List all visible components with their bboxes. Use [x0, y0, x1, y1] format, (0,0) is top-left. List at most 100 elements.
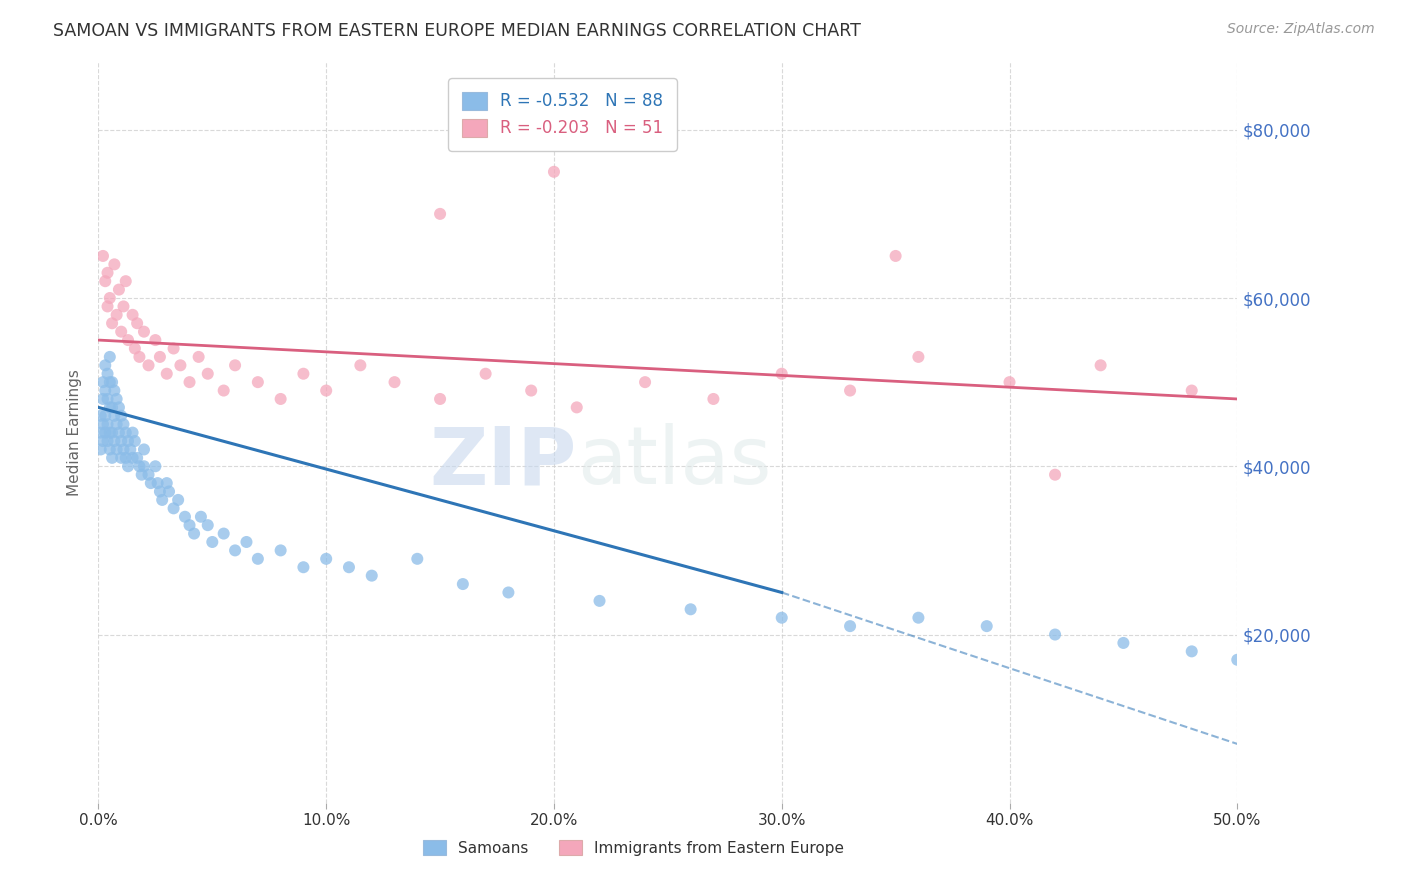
Point — [1043, 627, 1066, 641]
Point — [1181, 384, 1204, 398]
Point — [150, 492, 173, 507]
Point — [121, 425, 143, 440]
Point — [103, 434, 125, 448]
Point — [101, 401, 124, 415]
Point — [839, 384, 862, 398]
Point — [212, 526, 235, 541]
Text: ZIP: ZIP — [429, 423, 576, 501]
Point — [96, 266, 118, 280]
Point — [976, 619, 998, 633]
Point — [94, 274, 117, 288]
Point — [110, 450, 132, 465]
Point — [108, 425, 131, 440]
Point — [212, 384, 235, 398]
Point — [120, 442, 142, 457]
Point — [146, 476, 169, 491]
Point — [127, 316, 149, 330]
Point — [139, 476, 162, 491]
Point — [246, 551, 269, 566]
Point — [451, 577, 474, 591]
Point — [114, 425, 136, 440]
Point — [162, 501, 184, 516]
Point — [98, 375, 121, 389]
Point — [101, 450, 124, 465]
Point — [429, 392, 451, 406]
Point — [103, 409, 125, 423]
Point — [292, 560, 315, 574]
Point — [98, 291, 121, 305]
Text: SAMOAN VS IMMIGRANTS FROM EASTERN EUROPE MEDIAN EARNINGS CORRELATION CHART: SAMOAN VS IMMIGRANTS FROM EASTERN EUROPE… — [53, 22, 862, 40]
Point — [98, 425, 121, 440]
Point — [108, 401, 131, 415]
Point — [110, 325, 132, 339]
Legend: Samoans, Immigrants from Eastern Europe: Samoans, Immigrants from Eastern Europe — [418, 834, 851, 862]
Point — [190, 509, 212, 524]
Point — [91, 434, 114, 448]
Point — [224, 543, 246, 558]
Point — [349, 359, 371, 373]
Point — [94, 425, 117, 440]
Point — [384, 375, 406, 389]
Point — [90, 442, 112, 457]
Point — [197, 367, 219, 381]
Point — [145, 459, 167, 474]
Point — [101, 316, 124, 330]
Point — [132, 459, 155, 474]
Point — [105, 442, 128, 457]
Point — [315, 551, 337, 566]
Point — [270, 392, 292, 406]
Point — [770, 367, 793, 381]
Point — [114, 274, 136, 288]
Point — [112, 300, 135, 314]
Point — [474, 367, 496, 381]
Point — [169, 359, 191, 373]
Point — [179, 518, 201, 533]
Point — [157, 484, 180, 499]
Point — [884, 249, 907, 263]
Point — [292, 367, 315, 381]
Point — [1226, 653, 1249, 667]
Point — [121, 450, 143, 465]
Point — [174, 509, 197, 524]
Point — [114, 450, 136, 465]
Point — [907, 350, 929, 364]
Point — [1043, 467, 1066, 482]
Point — [98, 442, 121, 457]
Point — [103, 384, 125, 398]
Point — [520, 384, 543, 398]
Point — [108, 283, 131, 297]
Point — [98, 350, 121, 364]
Point — [167, 492, 190, 507]
Point — [702, 392, 724, 406]
Point — [94, 359, 117, 373]
Point — [101, 375, 124, 389]
Point — [110, 409, 132, 423]
Point — [246, 375, 269, 389]
Y-axis label: Median Earnings: Median Earnings — [67, 369, 83, 496]
Point — [197, 518, 219, 533]
Point — [96, 300, 118, 314]
Point — [998, 375, 1021, 389]
Point — [127, 450, 149, 465]
Point — [117, 333, 139, 347]
Point — [1112, 636, 1135, 650]
Point — [179, 375, 201, 389]
Point — [105, 417, 128, 432]
Point — [138, 359, 160, 373]
Point — [91, 249, 114, 263]
Point — [96, 417, 118, 432]
Point — [907, 610, 929, 624]
Text: Source: ZipAtlas.com: Source: ZipAtlas.com — [1227, 22, 1375, 37]
Point — [101, 425, 124, 440]
Point — [96, 367, 118, 381]
Point — [543, 165, 565, 179]
Point — [337, 560, 360, 574]
Point — [839, 619, 862, 633]
Point — [315, 384, 337, 398]
Point — [103, 257, 125, 271]
Point — [117, 459, 139, 474]
Point — [91, 392, 114, 406]
Point — [156, 367, 179, 381]
Point — [679, 602, 702, 616]
Point — [1090, 359, 1112, 373]
